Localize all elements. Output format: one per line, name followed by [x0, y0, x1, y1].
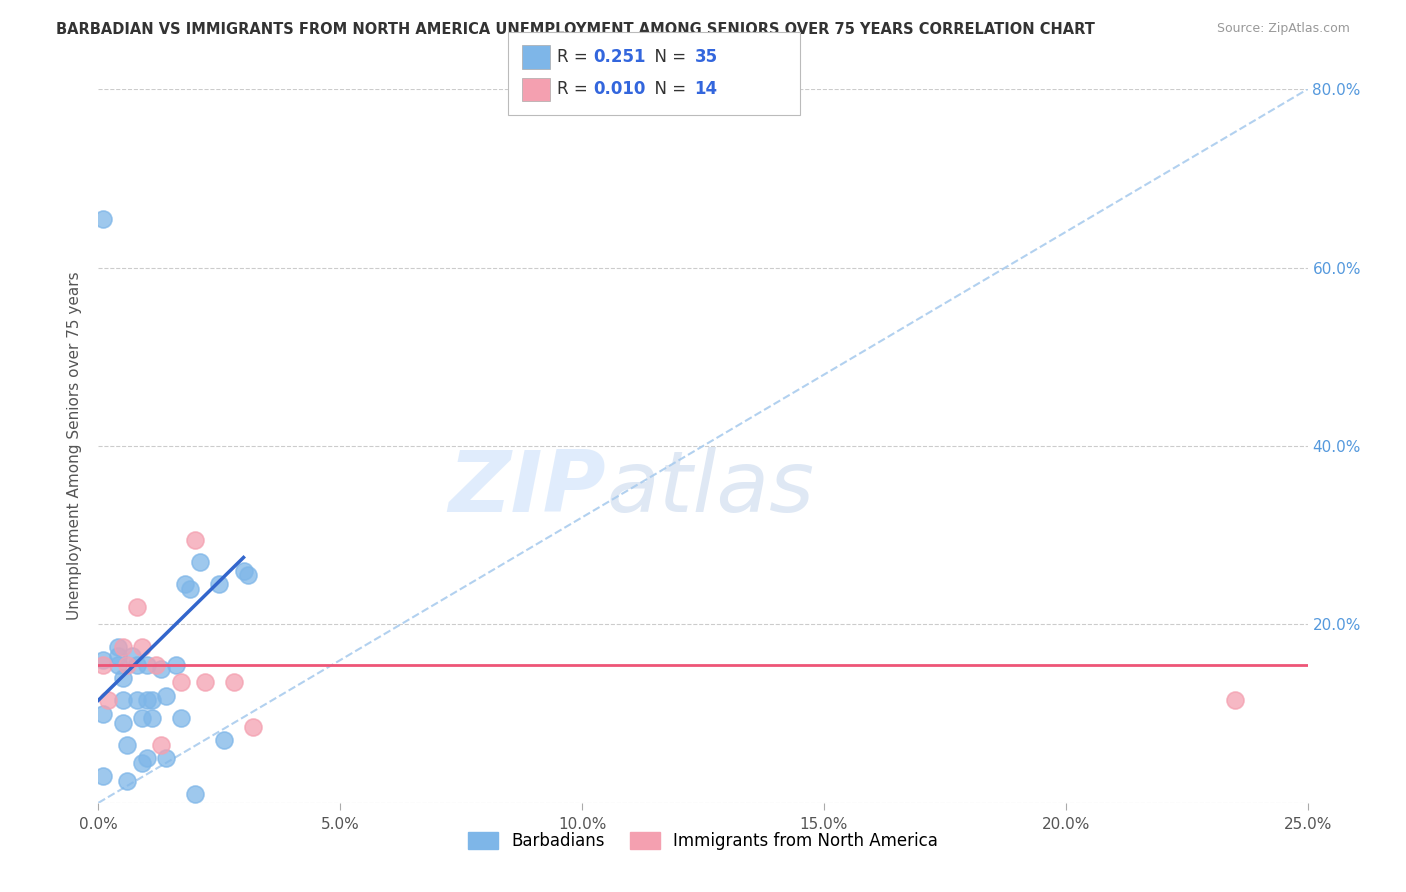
Point — [111, 715, 134, 730]
Point — [91, 653, 114, 667]
Point — [117, 657, 139, 672]
Text: BARBADIAN VS IMMIGRANTS FROM NORTH AMERICA UNEMPLOYMENT AMONG SENIORS OVER 75 YE: BARBADIAN VS IMMIGRANTS FROM NORTH AMERI… — [56, 22, 1095, 37]
Point — [232, 564, 254, 578]
Point — [222, 675, 245, 690]
Point — [131, 711, 153, 725]
Text: atlas: atlas — [606, 447, 814, 531]
Point — [141, 693, 163, 707]
Point — [117, 773, 139, 788]
Point — [194, 675, 217, 690]
Point — [107, 648, 129, 663]
Point — [174, 577, 197, 591]
Point — [107, 640, 129, 654]
Text: 0.010: 0.010 — [593, 80, 645, 98]
Point — [155, 689, 177, 703]
Point — [145, 657, 167, 672]
Point — [242, 720, 264, 734]
Point — [141, 711, 163, 725]
Point — [212, 733, 235, 747]
Point — [117, 738, 139, 752]
Point — [238, 568, 260, 582]
Text: N =: N = — [644, 48, 692, 66]
Point — [127, 599, 149, 614]
Point — [111, 693, 134, 707]
Legend: Barbadians, Immigrants from North America: Barbadians, Immigrants from North Americ… — [460, 824, 946, 859]
Text: R =: R = — [557, 48, 593, 66]
Point — [127, 657, 149, 672]
Point — [131, 756, 153, 770]
Point — [91, 706, 114, 721]
Point — [1223, 693, 1246, 707]
Text: Source: ZipAtlas.com: Source: ZipAtlas.com — [1216, 22, 1350, 36]
Point — [97, 693, 120, 707]
Text: 14: 14 — [695, 80, 717, 98]
Point — [179, 582, 201, 596]
Point — [169, 675, 191, 690]
Text: ZIP: ZIP — [449, 447, 606, 531]
Point — [165, 657, 187, 672]
Point — [135, 751, 157, 765]
Point — [150, 738, 173, 752]
Y-axis label: Unemployment Among Seniors over 75 years: Unemployment Among Seniors over 75 years — [67, 272, 83, 620]
Point — [155, 751, 177, 765]
Text: R =: R = — [557, 80, 593, 98]
Point — [121, 648, 143, 663]
Point — [188, 555, 211, 569]
Point — [107, 657, 129, 672]
Point — [131, 640, 153, 654]
Point — [111, 671, 134, 685]
Point — [91, 211, 114, 226]
Point — [91, 657, 114, 672]
Point — [150, 662, 173, 676]
Point — [184, 787, 207, 801]
Point — [135, 657, 157, 672]
Point — [111, 640, 134, 654]
Point — [169, 711, 191, 725]
Point — [184, 533, 207, 547]
Text: 0.251: 0.251 — [593, 48, 645, 66]
Point — [127, 693, 149, 707]
Point — [208, 577, 231, 591]
Point — [91, 769, 114, 783]
Text: 35: 35 — [695, 48, 717, 66]
Text: N =: N = — [644, 80, 692, 98]
Point — [135, 693, 157, 707]
